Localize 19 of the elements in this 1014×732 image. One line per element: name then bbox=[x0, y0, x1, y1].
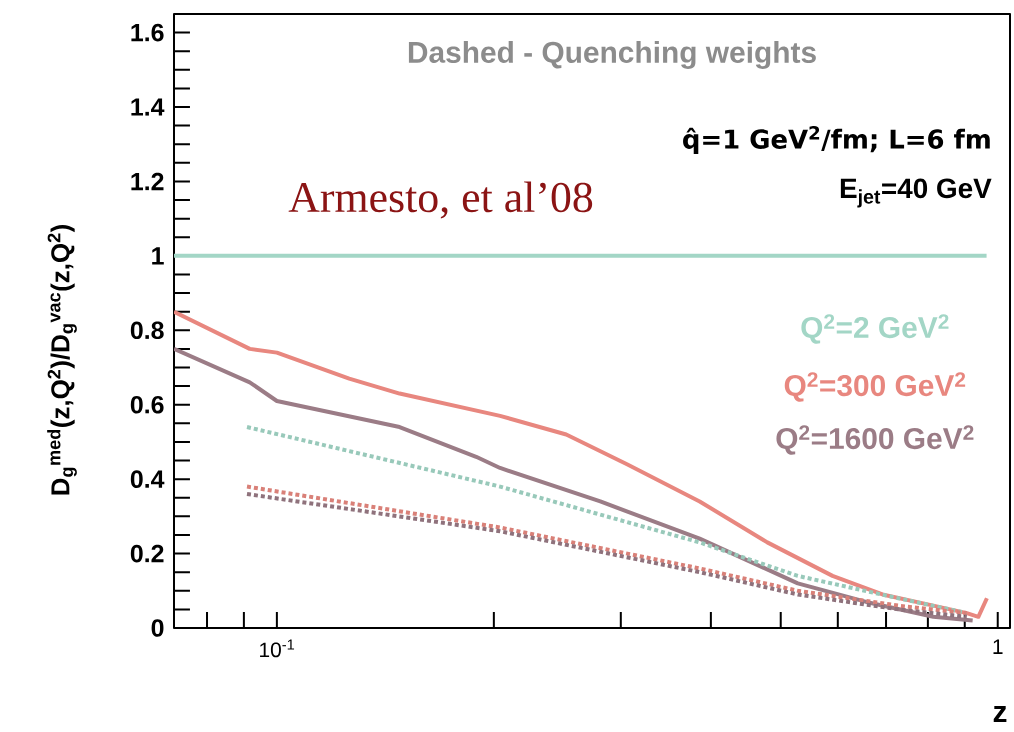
y-tick-label: 0.2 bbox=[130, 544, 164, 563]
text: Q$^{2}$=300 GeV$^{2}$ bbox=[784, 372, 966, 402]
y-tick-label: 1.4 bbox=[131, 98, 165, 116]
y-tick-label: 1 bbox=[152, 247, 164, 265]
y-tick-label: 1.6 bbox=[131, 23, 164, 42]
annotation: q̂=1 GeV$^{2}$/fm; L=6 fm bbox=[683, 126, 990, 154]
y-tick-label: 0.8 bbox=[130, 321, 164, 340]
annotation: Armesto, et al’08 bbox=[288, 181, 593, 219]
annotation: E$_{jet}$=40 GeV bbox=[840, 178, 992, 208]
annotation: Dashed - Quenching weights bbox=[408, 40, 816, 69]
y-tick-label: 0 bbox=[151, 619, 164, 637]
text: Q$^{2}$=1600 GeV$^{2}$ bbox=[776, 425, 974, 455]
y-tick-label: 0.6 bbox=[130, 395, 164, 414]
x-axis-title: z bbox=[993, 706, 1007, 722]
series-label: Q$^{2}$=2 GeV$^{2}$ bbox=[801, 314, 949, 344]
y-tick-label: 0.4 bbox=[130, 470, 165, 488]
y-tick-label: 1.2 bbox=[131, 172, 164, 191]
text: D$_{g}$$^{med}$(z,Q$^{2}$)/D$_{g}$$^{vac}$(z,Q$^{2}$) bbox=[47, 225, 77, 495]
x-tick-label: 10$^{-1}$ bbox=[260, 639, 295, 658]
